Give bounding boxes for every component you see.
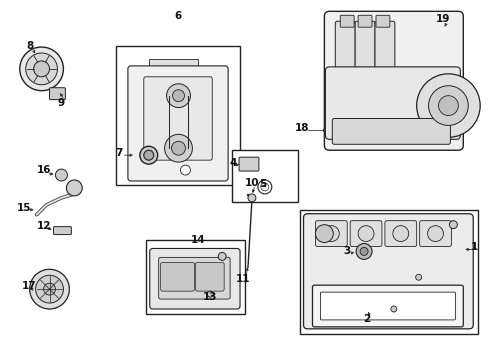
Text: 18: 18 [295, 123, 310, 134]
Circle shape [165, 134, 193, 162]
Text: 9: 9 [58, 98, 65, 108]
Circle shape [358, 226, 374, 242]
Circle shape [34, 61, 49, 77]
Text: 6: 6 [174, 11, 181, 21]
Circle shape [449, 221, 457, 229]
Text: 4: 4 [229, 158, 237, 168]
Circle shape [66, 180, 82, 196]
Circle shape [393, 226, 409, 242]
Circle shape [180, 165, 191, 175]
FancyBboxPatch shape [358, 15, 372, 27]
Circle shape [416, 274, 421, 280]
Circle shape [172, 90, 184, 102]
FancyBboxPatch shape [116, 46, 240, 185]
FancyBboxPatch shape [150, 248, 240, 309]
Circle shape [218, 252, 226, 260]
FancyBboxPatch shape [239, 157, 259, 171]
FancyBboxPatch shape [350, 221, 382, 247]
FancyBboxPatch shape [161, 262, 195, 291]
FancyBboxPatch shape [325, 67, 460, 139]
FancyBboxPatch shape [375, 21, 395, 75]
Text: 2: 2 [364, 314, 370, 324]
Circle shape [248, 194, 256, 202]
FancyBboxPatch shape [316, 221, 347, 247]
Circle shape [30, 269, 70, 309]
FancyBboxPatch shape [313, 285, 464, 327]
Circle shape [25, 53, 57, 85]
Text: 14: 14 [191, 234, 206, 244]
Text: 10: 10 [245, 178, 259, 188]
Text: 19: 19 [436, 14, 451, 24]
Circle shape [439, 96, 458, 116]
FancyBboxPatch shape [385, 221, 416, 247]
FancyBboxPatch shape [303, 214, 473, 329]
FancyBboxPatch shape [340, 15, 354, 27]
FancyBboxPatch shape [335, 21, 355, 75]
FancyBboxPatch shape [49, 88, 65, 100]
Circle shape [391, 306, 397, 312]
FancyBboxPatch shape [159, 257, 230, 299]
Text: 15: 15 [17, 203, 31, 213]
Text: 17: 17 [22, 281, 36, 291]
FancyBboxPatch shape [324, 11, 464, 150]
Text: 1: 1 [470, 243, 478, 252]
FancyBboxPatch shape [299, 210, 478, 334]
Circle shape [20, 47, 63, 91]
Circle shape [144, 150, 154, 160]
Circle shape [429, 86, 468, 125]
Text: 7: 7 [115, 148, 122, 158]
Text: 13: 13 [203, 292, 218, 302]
Text: 11: 11 [236, 274, 250, 284]
Circle shape [207, 291, 213, 297]
Circle shape [55, 169, 68, 181]
Text: 5: 5 [259, 179, 267, 189]
FancyBboxPatch shape [419, 221, 451, 247]
FancyBboxPatch shape [332, 118, 450, 144]
Circle shape [172, 141, 185, 155]
Text: 12: 12 [36, 221, 51, 231]
Circle shape [44, 283, 55, 295]
Text: 8: 8 [26, 41, 33, 51]
Circle shape [323, 226, 339, 242]
Circle shape [36, 275, 63, 303]
Circle shape [360, 247, 368, 255]
FancyBboxPatch shape [149, 59, 198, 67]
FancyBboxPatch shape [144, 77, 212, 160]
Circle shape [428, 226, 443, 242]
FancyBboxPatch shape [128, 66, 228, 181]
FancyBboxPatch shape [376, 15, 390, 27]
FancyBboxPatch shape [196, 262, 224, 291]
FancyBboxPatch shape [53, 227, 72, 235]
FancyBboxPatch shape [232, 150, 297, 202]
Circle shape [140, 146, 158, 164]
Circle shape [167, 84, 191, 108]
Circle shape [416, 74, 480, 137]
Text: 3: 3 [343, 247, 351, 256]
FancyBboxPatch shape [320, 292, 455, 320]
Text: 16: 16 [36, 165, 51, 175]
Circle shape [316, 225, 333, 243]
FancyBboxPatch shape [355, 21, 375, 75]
FancyBboxPatch shape [146, 239, 245, 314]
Circle shape [356, 243, 372, 260]
